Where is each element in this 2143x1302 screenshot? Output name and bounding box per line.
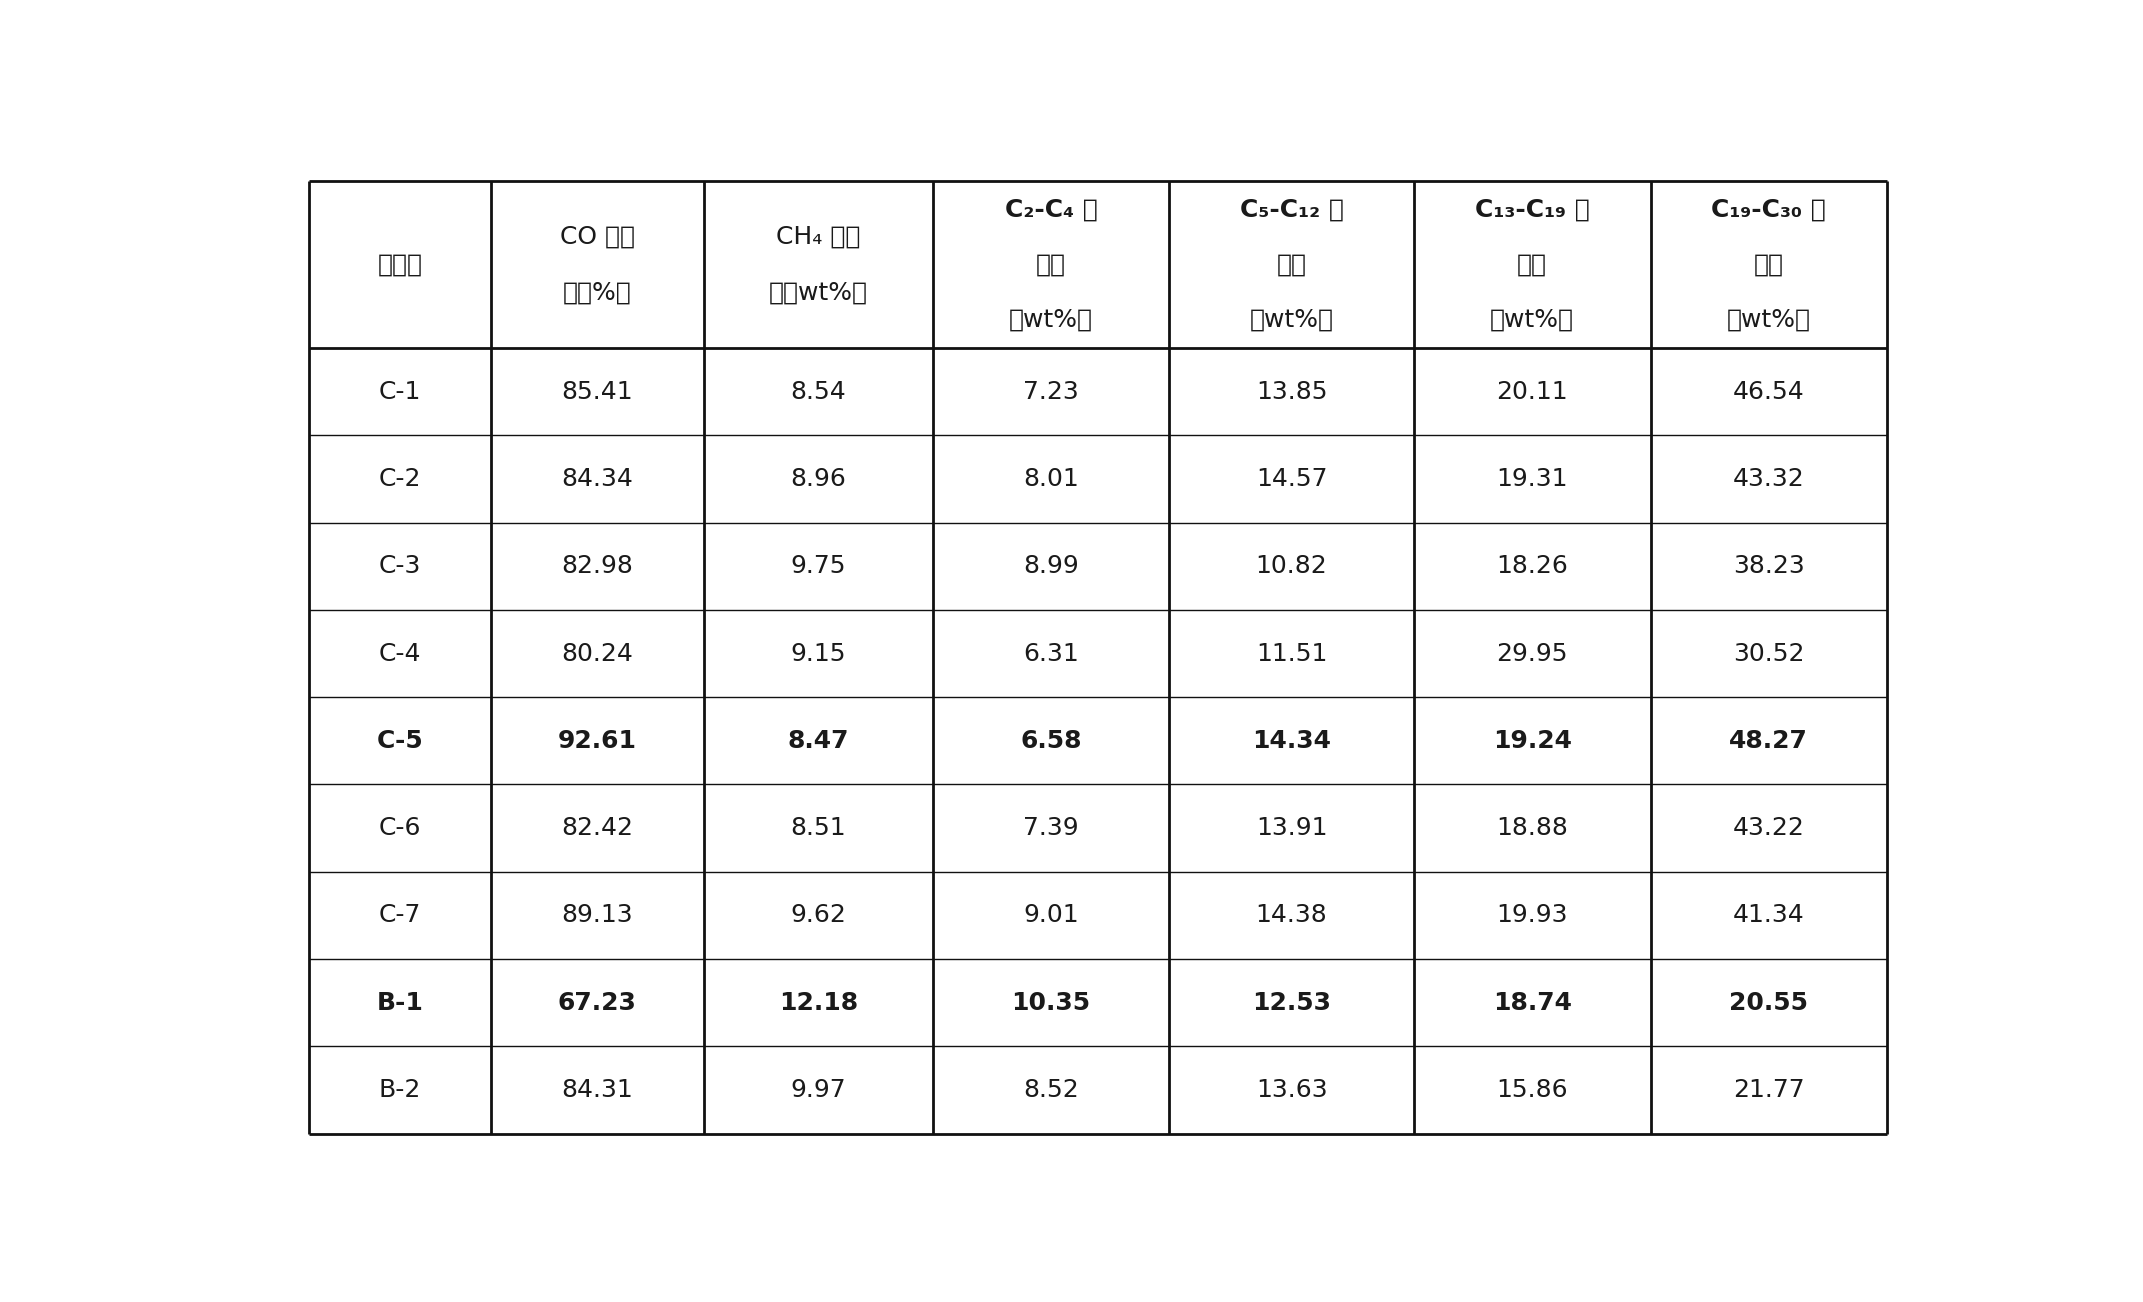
- Text: 89.13: 89.13: [561, 904, 632, 927]
- Text: 9.62: 9.62: [791, 904, 846, 927]
- Text: C-3: C-3: [379, 555, 422, 578]
- Text: 46.54: 46.54: [1734, 380, 1804, 404]
- Text: 择性: 择性: [1035, 253, 1065, 276]
- Text: 8.01: 8.01: [1022, 467, 1078, 491]
- Text: C-6: C-6: [379, 816, 422, 840]
- Text: 30.52: 30.52: [1734, 642, 1804, 665]
- Text: C₁₃-C₁₉ 选: C₁₃-C₁₉ 选: [1474, 198, 1590, 221]
- Text: 性（wt%）: 性（wt%）: [769, 280, 868, 305]
- Text: 82.42: 82.42: [561, 816, 634, 840]
- Text: 41.34: 41.34: [1734, 904, 1804, 927]
- Text: 19.93: 19.93: [1496, 904, 1569, 927]
- Text: 9.97: 9.97: [791, 1078, 846, 1101]
- Text: 18.88: 18.88: [1496, 816, 1569, 840]
- Text: C-1: C-1: [379, 380, 422, 404]
- Text: 18.26: 18.26: [1496, 555, 1569, 578]
- Text: 67.23: 67.23: [557, 991, 636, 1014]
- Text: 7.23: 7.23: [1022, 380, 1078, 404]
- Text: 12.53: 12.53: [1252, 991, 1331, 1014]
- Text: CO 转化: CO 转化: [559, 225, 634, 249]
- Text: （wt%）: （wt%）: [1727, 307, 1811, 332]
- Text: B-2: B-2: [379, 1078, 422, 1101]
- Text: 20.11: 20.11: [1496, 380, 1569, 404]
- Text: 48.27: 48.27: [1729, 729, 1809, 753]
- Text: 18.74: 18.74: [1494, 991, 1571, 1014]
- Text: 84.34: 84.34: [561, 467, 634, 491]
- Text: 10.82: 10.82: [1256, 555, 1327, 578]
- Text: 8.52: 8.52: [1022, 1078, 1078, 1101]
- Text: 19.24: 19.24: [1494, 729, 1571, 753]
- Text: 80.24: 80.24: [561, 642, 634, 665]
- Text: C₂-C₄ 选: C₂-C₄ 选: [1005, 198, 1097, 221]
- Text: 催化剂: 催化剂: [377, 253, 422, 276]
- Text: 38.23: 38.23: [1734, 555, 1804, 578]
- Text: 15.86: 15.86: [1496, 1078, 1569, 1101]
- Text: 6.31: 6.31: [1022, 642, 1078, 665]
- Text: 21.77: 21.77: [1734, 1078, 1804, 1101]
- Text: 7.39: 7.39: [1022, 816, 1078, 840]
- Text: （wt%）: （wt%）: [1249, 307, 1333, 332]
- Text: （wt%）: （wt%）: [1009, 307, 1093, 332]
- Text: 82.98: 82.98: [561, 555, 634, 578]
- Text: CH₄ 选择: CH₄ 选择: [776, 225, 861, 249]
- Text: 13.63: 13.63: [1256, 1078, 1327, 1101]
- Text: 10.35: 10.35: [1011, 991, 1091, 1014]
- Text: 13.85: 13.85: [1256, 380, 1327, 404]
- Text: 85.41: 85.41: [561, 380, 632, 404]
- Text: B-1: B-1: [377, 991, 424, 1014]
- Text: 92.61: 92.61: [557, 729, 636, 753]
- Text: 8.51: 8.51: [791, 816, 846, 840]
- Text: C-2: C-2: [379, 467, 422, 491]
- Text: 择性: 择性: [1517, 253, 1547, 276]
- Text: C-4: C-4: [379, 642, 422, 665]
- Text: 8.54: 8.54: [791, 380, 846, 404]
- Text: 8.47: 8.47: [786, 729, 849, 753]
- Text: （wt%）: （wt%）: [1489, 307, 1575, 332]
- Text: 择性: 择性: [1277, 253, 1307, 276]
- Text: 14.34: 14.34: [1252, 729, 1331, 753]
- Text: 9.75: 9.75: [791, 555, 846, 578]
- Text: 9.01: 9.01: [1022, 904, 1078, 927]
- Text: 8.99: 8.99: [1022, 555, 1078, 578]
- Text: 11.51: 11.51: [1256, 642, 1327, 665]
- Text: 14.38: 14.38: [1256, 904, 1327, 927]
- Text: 9.15: 9.15: [791, 642, 846, 665]
- Text: 择性: 择性: [1753, 253, 1783, 276]
- Text: C₅-C₁₂ 选: C₅-C₁₂ 选: [1239, 198, 1344, 221]
- Text: C-5: C-5: [377, 729, 424, 753]
- Text: 率（%）: 率（%）: [564, 280, 632, 305]
- Text: C₁₉-C₃₀ 选: C₁₉-C₃₀ 选: [1712, 198, 1826, 221]
- Text: 19.31: 19.31: [1496, 467, 1569, 491]
- Text: 13.91: 13.91: [1256, 816, 1327, 840]
- Text: 8.96: 8.96: [791, 467, 846, 491]
- Text: 20.55: 20.55: [1729, 991, 1809, 1014]
- Text: C-7: C-7: [379, 904, 422, 927]
- Text: 84.31: 84.31: [561, 1078, 632, 1101]
- Text: 14.57: 14.57: [1256, 467, 1327, 491]
- Text: 43.22: 43.22: [1734, 816, 1804, 840]
- Text: 43.32: 43.32: [1734, 467, 1804, 491]
- Text: 29.95: 29.95: [1496, 642, 1569, 665]
- Text: 6.58: 6.58: [1020, 729, 1082, 753]
- Text: 12.18: 12.18: [778, 991, 857, 1014]
